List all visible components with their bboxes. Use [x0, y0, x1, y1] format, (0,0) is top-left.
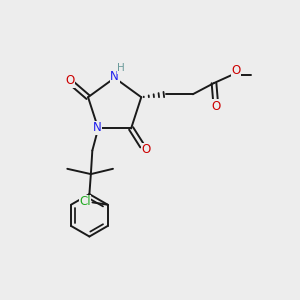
Text: O: O	[65, 74, 74, 88]
Text: Cl: Cl	[79, 195, 91, 208]
Text: H: H	[117, 63, 125, 74]
Text: O: O	[231, 64, 240, 77]
Text: O: O	[212, 100, 221, 112]
Text: N: N	[110, 70, 119, 83]
Text: N: N	[92, 122, 101, 134]
Text: O: O	[141, 143, 151, 156]
